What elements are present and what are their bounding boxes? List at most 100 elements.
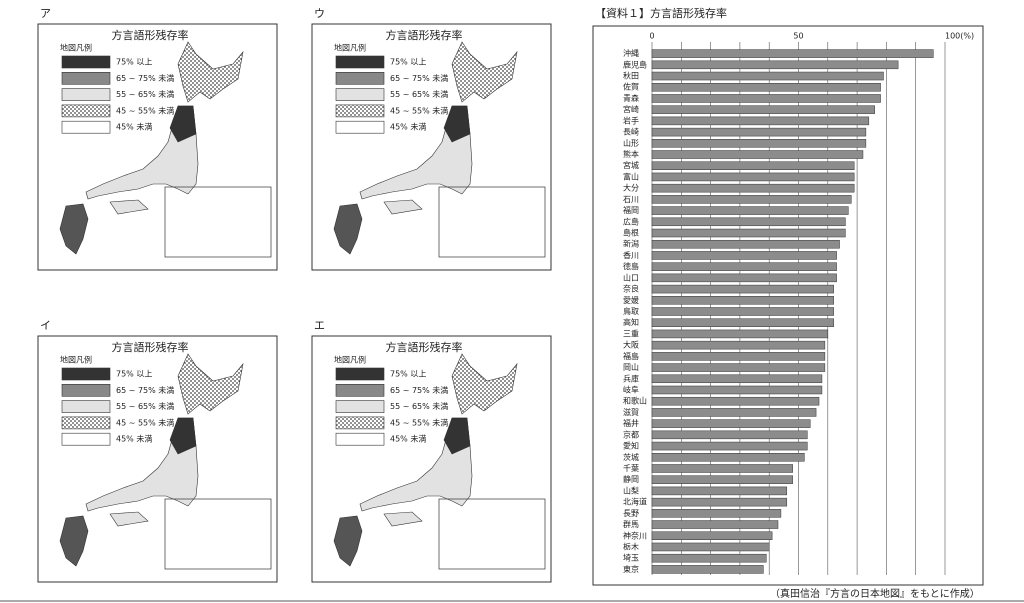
category-label: 神奈川 (623, 530, 647, 540)
legend-swatch (61, 120, 111, 134)
map-region-honshu (359, 417, 473, 512)
category-label: 宮城 (623, 160, 639, 170)
legend-title: 地図凡例 (334, 43, 366, 53)
map-title: 方言語形残存率 (386, 28, 463, 42)
map-region-kyushu (59, 515, 89, 567)
legend-label: 45 ~ 55% 未満 (390, 417, 448, 427)
map-region-honshu (85, 417, 199, 512)
legend-swatch (61, 400, 111, 413)
bar (651, 228, 846, 238)
legend-swatch (335, 432, 385, 446)
map-region-shikoku (383, 511, 423, 527)
bar (651, 385, 823, 395)
map-region-tohoku (443, 105, 471, 143)
category-label: 山形 (623, 138, 639, 148)
legend-label: 65 ~ 75% 未満 (390, 73, 448, 83)
bar (651, 464, 793, 473)
bar (651, 520, 779, 529)
category-label: 千葉 (623, 463, 639, 473)
map-region-shikoku (109, 511, 149, 527)
category-label: 滋賀 (623, 407, 639, 417)
legend-label: 65 ~ 75% 未満 (116, 385, 174, 395)
category-label: 愛媛 (623, 295, 639, 305)
bar (651, 441, 808, 451)
bar (651, 531, 773, 541)
map-region-hokkaido (177, 353, 244, 415)
map-region-kyushu (333, 515, 363, 567)
bar (651, 329, 829, 339)
bar (651, 352, 826, 361)
panel-label: ア (40, 7, 51, 20)
legend-swatch (61, 432, 111, 446)
panel-frame (37, 23, 278, 271)
legend-label: 45% 未満 (116, 434, 152, 444)
category-label: 福井 (623, 418, 639, 428)
category-label: 埼玉 (623, 553, 639, 563)
category-label: 北海道 (623, 497, 647, 507)
legend-swatch (335, 120, 385, 134)
bar (651, 172, 855, 182)
legend-swatch (335, 400, 385, 413)
category-label: 石川 (623, 195, 639, 204)
legend-swatch (335, 367, 385, 381)
category-label: 高知 (623, 317, 639, 327)
x-tick-label: 50 (793, 32, 803, 41)
category-label: 和歌山 (623, 396, 647, 406)
category-label: 長崎 (623, 127, 639, 137)
category-label: 香川 (623, 250, 639, 260)
okinawa-inset (438, 186, 546, 258)
bar (651, 127, 867, 137)
bar (651, 150, 864, 159)
legend-label: 55 ~ 65% 未満 (116, 401, 174, 411)
legend-swatch (61, 416, 111, 430)
category-label: 三重 (623, 328, 639, 338)
category-label: 佐賀 (623, 82, 639, 92)
panel-frame (37, 335, 278, 583)
map-title: 方言語形残存率 (112, 340, 189, 354)
map-region-tohoku (169, 105, 197, 143)
okinawa-inset (164, 186, 272, 258)
legend-label: 45 ~ 55% 未満 (116, 105, 174, 115)
bar (651, 183, 855, 193)
chart-title: 【資料１】方言語形残存率 (595, 6, 727, 20)
category-label: 愛知 (623, 441, 639, 451)
category-label: 岐阜 (623, 384, 639, 394)
legend-label: 45% 未満 (390, 434, 426, 444)
legend-label: 55 ~ 65% 未満 (390, 401, 448, 411)
category-label: 鹿児島 (623, 59, 647, 69)
bar (651, 430, 808, 440)
map-region-honshu (85, 105, 199, 200)
bar (651, 161, 855, 170)
legend-label: 75% 以上 (116, 370, 152, 379)
map-region-hokkaido (451, 41, 518, 103)
category-label: 長野 (623, 509, 639, 518)
okinawa-inset (438, 498, 546, 570)
category-label: 奈良 (623, 284, 639, 294)
panel-label: ウ (314, 7, 325, 20)
category-label: 沖縄 (623, 48, 639, 58)
bar (651, 94, 881, 103)
bar (651, 239, 840, 249)
legend-title: 地図凡例 (334, 355, 366, 365)
bar (651, 509, 782, 518)
category-label: 京都 (623, 429, 639, 439)
bar (651, 60, 899, 70)
okinawa-inset (164, 498, 272, 570)
legend-label: 65 ~ 75% 未満 (116, 73, 174, 83)
legend-swatch (335, 71, 385, 85)
category-label: 大分 (623, 183, 639, 193)
category-label: 静岡 (623, 474, 639, 484)
bar (651, 475, 793, 484)
panel-label: イ (40, 319, 51, 332)
category-label: 岡山 (623, 362, 639, 372)
category-label: 東京 (623, 564, 639, 574)
bar (651, 419, 811, 428)
bar (651, 251, 837, 260)
panel-frame (311, 23, 552, 271)
bar (651, 363, 826, 372)
map-region-kyushu (59, 203, 89, 255)
category-label: 宮崎 (623, 104, 639, 114)
bar (651, 273, 837, 283)
